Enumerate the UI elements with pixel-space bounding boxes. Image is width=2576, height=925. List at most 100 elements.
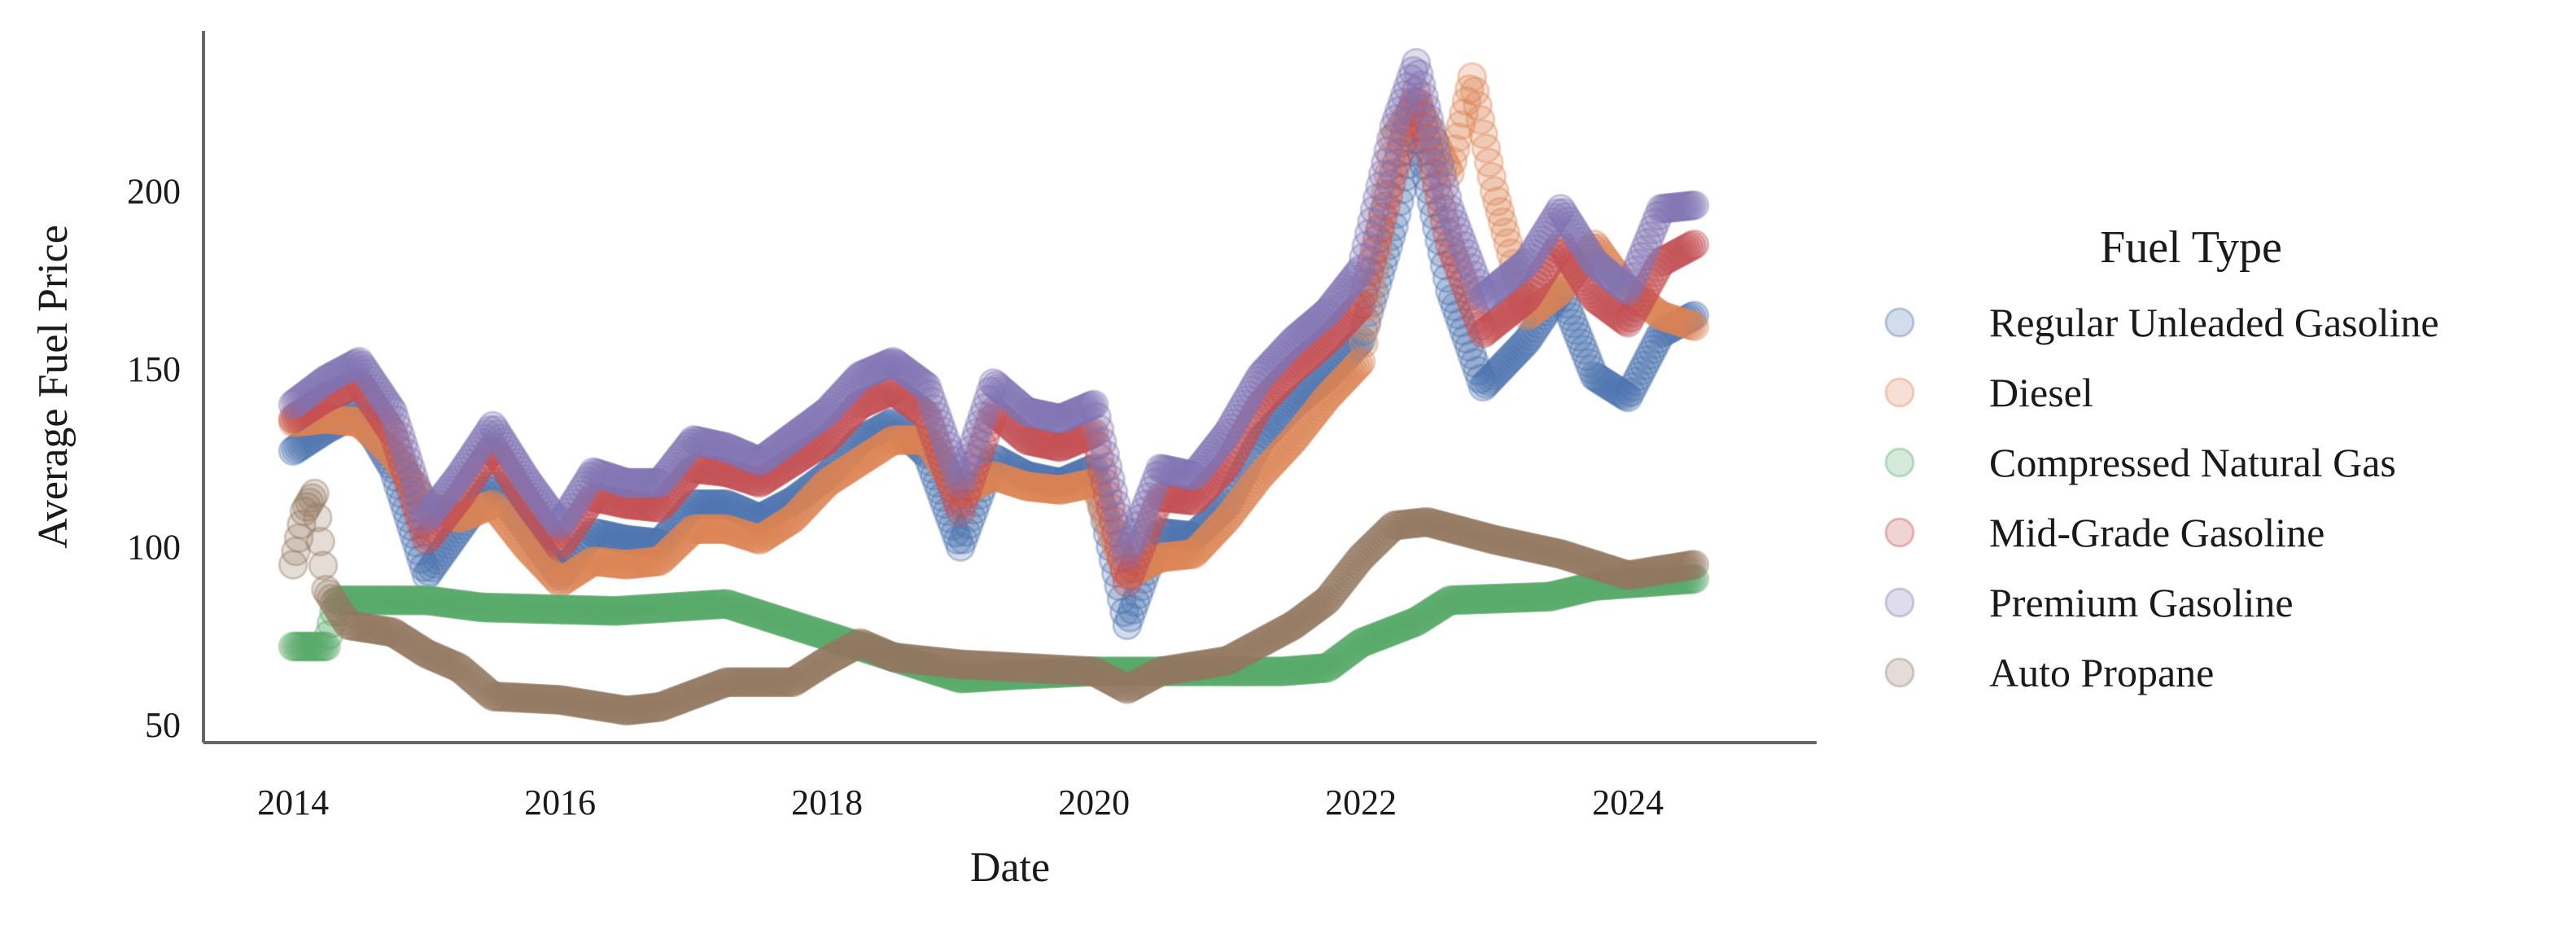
legend-label: Regular Unleaded Gasoline: [1989, 300, 2439, 345]
data-point: [1006, 469, 1037, 500]
data-point: [859, 417, 890, 448]
data-point: [927, 482, 958, 512]
data-point: [1032, 473, 1063, 504]
data-point: [1131, 556, 1162, 586]
data-point: [744, 524, 775, 555]
data-point: [1512, 325, 1543, 356]
data-point: [733, 521, 764, 551]
data-point: [496, 511, 527, 542]
x-axis-label: Date: [970, 844, 1050, 891]
data-point: [375, 449, 406, 480]
data-point: [914, 446, 945, 477]
data-point: [1145, 542, 1176, 573]
data-point: [929, 454, 960, 484]
data-point: [953, 509, 984, 540]
data-point: [316, 411, 347, 442]
data-point: [1473, 366, 1504, 397]
data-point: [488, 502, 518, 533]
data-point: [485, 498, 516, 529]
data-point: [842, 448, 873, 479]
data-point: [942, 474, 973, 505]
data-point: [556, 546, 587, 576]
data-point: [616, 549, 647, 580]
data-point: [584, 519, 614, 550]
data-point: [754, 498, 785, 528]
data-point: [881, 410, 912, 441]
data-point: [896, 425, 927, 455]
data-point: [1671, 305, 1701, 335]
data-point: [815, 458, 845, 489]
data-point: [1150, 541, 1181, 572]
data-point: [1117, 594, 1148, 625]
data-point: [716, 491, 747, 522]
data-point: [498, 515, 529, 546]
data-point: [1163, 519, 1194, 550]
data-point: [711, 489, 741, 519]
data-point: [466, 483, 497, 514]
data-point: [1638, 334, 1668, 365]
data-point: [667, 524, 698, 555]
data-point: [747, 502, 778, 533]
data-point: [1117, 557, 1148, 588]
data-point: [1592, 369, 1623, 400]
data-point: [956, 502, 987, 533]
data-point: [719, 493, 750, 524]
data-point: [463, 495, 494, 525]
data-point: [752, 499, 783, 530]
data-point: [578, 517, 609, 548]
data-point: [714, 515, 745, 546]
data-point: [1496, 341, 1527, 372]
data-point: [1014, 461, 1045, 492]
data-point: [589, 547, 619, 578]
data-point: [1643, 323, 1673, 354]
data-point: [1030, 464, 1061, 495]
data-point: [951, 476, 982, 506]
data-point: [817, 464, 848, 495]
data-point: [518, 540, 549, 571]
data-point: [1558, 308, 1589, 339]
data-point: [1403, 125, 1434, 155]
data-point: [1104, 571, 1135, 602]
data-point: [534, 546, 565, 576]
data-point: [1451, 323, 1482, 354]
data-point: [948, 524, 978, 555]
data-point: [1218, 478, 1249, 509]
data-point: [886, 414, 916, 445]
data-point: [1338, 333, 1369, 364]
data-point: [603, 548, 633, 579]
data-point: [461, 490, 492, 521]
data-point: [356, 419, 387, 449]
data-point: [1074, 455, 1104, 486]
data-point: [995, 466, 1026, 497]
data-point: [1294, 376, 1324, 407]
data-point: [817, 454, 848, 485]
legend-title: Fuel Type: [2100, 222, 2282, 273]
data-point: [636, 546, 667, 577]
data-point: [716, 515, 747, 546]
data-point: [480, 492, 511, 523]
data-point: [1106, 584, 1137, 615]
data-point: [414, 556, 444, 587]
data-point: [665, 504, 696, 535]
data-point: [842, 427, 873, 458]
data-point: [488, 482, 518, 512]
data-point: [616, 525, 647, 556]
data-point: [427, 496, 458, 527]
data-point: [1152, 518, 1183, 549]
data-point: [496, 493, 527, 524]
data-point: [741, 502, 772, 533]
data-point: [1365, 259, 1396, 290]
data-point: [1679, 300, 1710, 331]
data-point: [431, 497, 461, 528]
data-point: [1098, 521, 1129, 552]
data-point: [1301, 370, 1332, 401]
data-point: [1011, 460, 1042, 491]
data-point: [801, 478, 832, 509]
data-point: [283, 432, 314, 463]
data-point: [1096, 514, 1126, 545]
data-point: [611, 550, 642, 580]
data-point: [325, 405, 356, 436]
data-point: [929, 489, 960, 519]
data-point: [444, 514, 475, 545]
data-point: [912, 439, 942, 470]
